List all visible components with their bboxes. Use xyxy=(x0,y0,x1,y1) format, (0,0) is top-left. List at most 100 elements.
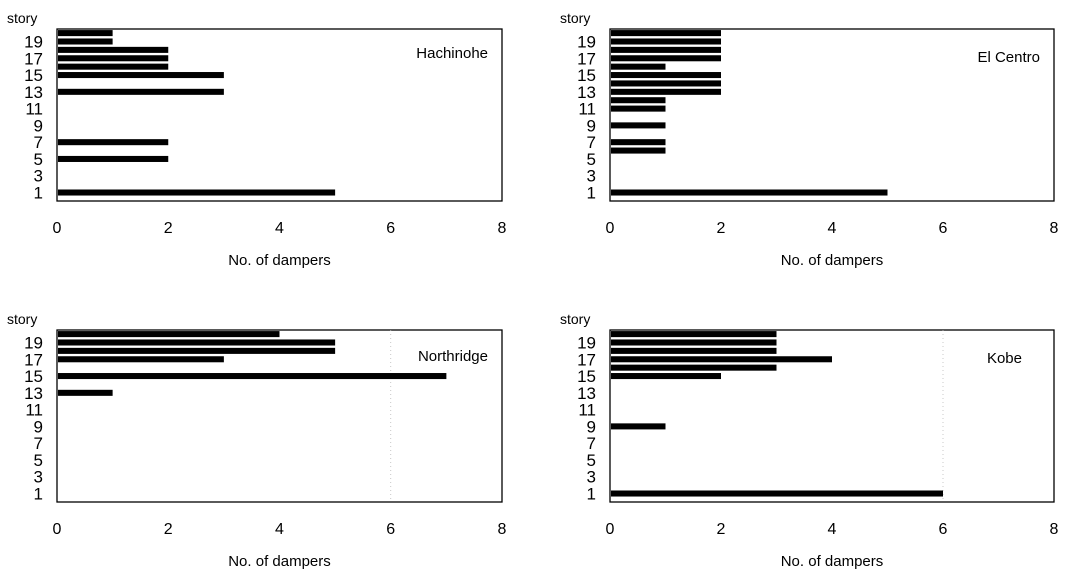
bar-story-15 xyxy=(58,373,447,380)
y-axis-label: story xyxy=(7,10,37,26)
x-tick-label: 0 xyxy=(606,220,615,237)
x-tick-label: 0 xyxy=(53,521,62,538)
bar-story-7 xyxy=(58,139,169,146)
y-axis-label: story xyxy=(7,311,37,327)
x-tick-label: 4 xyxy=(275,521,284,538)
y-tick-label: 1 xyxy=(587,485,596,504)
y-tick-label: 19 xyxy=(24,32,43,51)
y-tick-label: 9 xyxy=(587,116,596,135)
panel-title: Hachinohe xyxy=(416,45,488,62)
bar-story-11 xyxy=(611,105,666,112)
bar-story-17 xyxy=(611,356,832,363)
x-tick-label: 6 xyxy=(386,220,395,237)
bar-story-1 xyxy=(58,189,336,196)
x-tick-label: 8 xyxy=(498,521,507,538)
y-tick-label: 3 xyxy=(34,167,43,186)
y-tick-label: 17 xyxy=(577,350,596,369)
x-tick-label: 2 xyxy=(164,220,173,237)
y-tick-label: 15 xyxy=(577,367,596,386)
y-tick-label: 7 xyxy=(34,133,43,152)
y-tick-label: 5 xyxy=(34,451,43,470)
plot-frame xyxy=(56,28,503,202)
bar-story-9 xyxy=(611,122,666,129)
y-tick-label: 19 xyxy=(577,32,596,51)
y-tick-label: 7 xyxy=(587,133,596,152)
y-tick-label: 11 xyxy=(25,100,43,119)
bar-story-9 xyxy=(611,423,666,430)
bar-story-17 xyxy=(58,356,224,363)
bar-story-19 xyxy=(611,38,721,45)
y-tick-label: 15 xyxy=(24,66,43,85)
x-tick-label: 4 xyxy=(275,220,284,237)
bar-story-16 xyxy=(611,63,666,70)
bar-story-20 xyxy=(58,331,280,338)
bar-story-16 xyxy=(58,63,169,70)
y-tick-label: 3 xyxy=(587,167,596,186)
x-tick-label: 0 xyxy=(53,220,62,237)
bar-story-20 xyxy=(58,30,113,37)
y-tick-label: 1 xyxy=(34,485,43,504)
y-tick-label: 5 xyxy=(587,150,596,169)
x-tick-label: 6 xyxy=(386,521,395,538)
x-tick-label: 8 xyxy=(1050,521,1059,538)
x-axis-label: No. of dampers xyxy=(228,252,331,269)
y-tick-label: 19 xyxy=(24,333,43,352)
y-tick-label: 9 xyxy=(34,417,43,436)
x-tick-label: 2 xyxy=(717,521,726,538)
x-tick-label: 8 xyxy=(1050,220,1059,237)
y-tick-label: 13 xyxy=(577,83,596,102)
bar-story-18 xyxy=(58,46,169,53)
bar-story-13 xyxy=(58,88,224,95)
panel-title: Northridge xyxy=(418,348,488,365)
bar-story-19 xyxy=(58,38,113,45)
plot-frame xyxy=(609,329,1055,503)
y-tick-label: 11 xyxy=(578,100,596,119)
x-axis-label: No. of dampers xyxy=(781,553,884,570)
x-axis-label: No. of dampers xyxy=(781,252,884,269)
bar-story-15 xyxy=(58,72,224,79)
y-tick-label: 13 xyxy=(24,83,43,102)
x-tick-label: 4 xyxy=(828,220,837,237)
bar-story-14 xyxy=(611,80,721,87)
bar-story-19 xyxy=(58,339,336,346)
bar-story-15 xyxy=(611,373,721,380)
plot-frame xyxy=(56,329,503,503)
bar-story-1 xyxy=(611,490,943,497)
bar-story-13 xyxy=(58,389,113,396)
y-tick-label: 3 xyxy=(587,468,596,487)
y-tick-label: 19 xyxy=(577,333,596,352)
bar-story-18 xyxy=(611,347,777,354)
y-tick-label: 1 xyxy=(34,184,43,203)
x-tick-label: 6 xyxy=(939,220,948,237)
y-tick-label: 5 xyxy=(34,150,43,169)
bar-story-17 xyxy=(58,55,169,62)
y-tick-label: 17 xyxy=(24,49,43,68)
y-tick-label: 3 xyxy=(34,468,43,487)
y-tick-label: 1 xyxy=(587,184,596,203)
x-axis-label: No. of dampers xyxy=(228,553,331,570)
y-tick-label: 9 xyxy=(34,116,43,135)
bar-story-12 xyxy=(611,97,666,104)
y-tick-label: 11 xyxy=(25,401,43,420)
y-axis-label: story xyxy=(560,10,590,26)
x-tick-label: 0 xyxy=(606,521,615,538)
y-tick-label: 9 xyxy=(587,417,596,436)
y-tick-label: 13 xyxy=(577,384,596,403)
y-tick-label: 15 xyxy=(577,66,596,85)
panel-title: Kobe xyxy=(987,350,1022,367)
x-tick-label: 2 xyxy=(164,521,173,538)
bar-story-15 xyxy=(611,72,721,79)
bar-story-13 xyxy=(611,88,721,95)
bar-story-20 xyxy=(611,30,721,37)
y-axis-label: story xyxy=(560,311,590,327)
y-tick-label: 7 xyxy=(587,434,596,453)
bar-story-20 xyxy=(611,331,777,338)
y-tick-label: 15 xyxy=(24,367,43,386)
panel-title: El Centro xyxy=(977,49,1040,66)
bar-story-17 xyxy=(611,55,721,62)
